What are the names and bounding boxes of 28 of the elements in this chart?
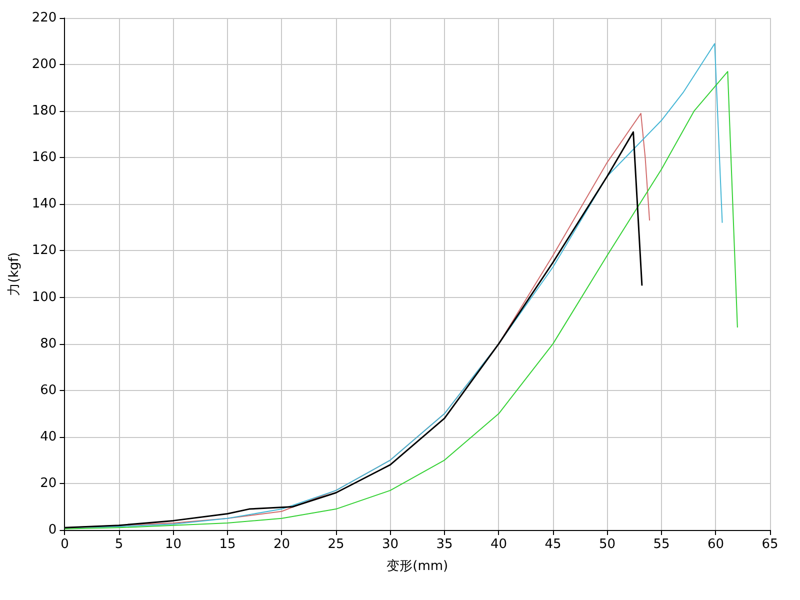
y-tick-label: 120 bbox=[32, 243, 57, 258]
y-tick-label: 200 bbox=[32, 57, 57, 72]
y-tick-label: 140 bbox=[32, 196, 57, 212]
x-tick-label: 25 bbox=[328, 537, 344, 552]
y-tick-label: 0 bbox=[48, 522, 57, 538]
x-tick-label: 10 bbox=[164, 537, 182, 552]
x-tick-label: 15 bbox=[219, 537, 236, 552]
y-tick-label: 80 bbox=[40, 336, 57, 352]
y-tick-label: 220 bbox=[32, 10, 57, 26]
x-tick-label: 50 bbox=[598, 537, 616, 552]
y-tick-label: 180 bbox=[32, 104, 57, 119]
x-tick-label: 55 bbox=[653, 537, 670, 552]
x-tick-label: 0 bbox=[60, 537, 69, 552]
x-tick-label: 30 bbox=[382, 537, 399, 552]
x-tick-label: 5 bbox=[114, 537, 124, 552]
y-tick-label: 100 bbox=[32, 290, 57, 305]
y-tick-label: 40 bbox=[40, 429, 57, 444]
y-tick-label: 20 bbox=[40, 476, 57, 491]
x-tick-label: 60 bbox=[707, 537, 724, 552]
x-tick-label: 20 bbox=[273, 537, 290, 552]
y-tick-label: 60 bbox=[40, 382, 57, 398]
x-tick-label: 40 bbox=[490, 537, 508, 552]
x-axis-title: 变形(mm) bbox=[386, 559, 448, 574]
x-tick-label: 35 bbox=[436, 537, 453, 552]
x-tick-label: 65 bbox=[762, 537, 778, 552]
y-tick-label: 160 bbox=[32, 150, 57, 166]
x-tick-label: 45 bbox=[544, 537, 562, 552]
y-axis-title: 力(kgf) bbox=[7, 252, 22, 296]
